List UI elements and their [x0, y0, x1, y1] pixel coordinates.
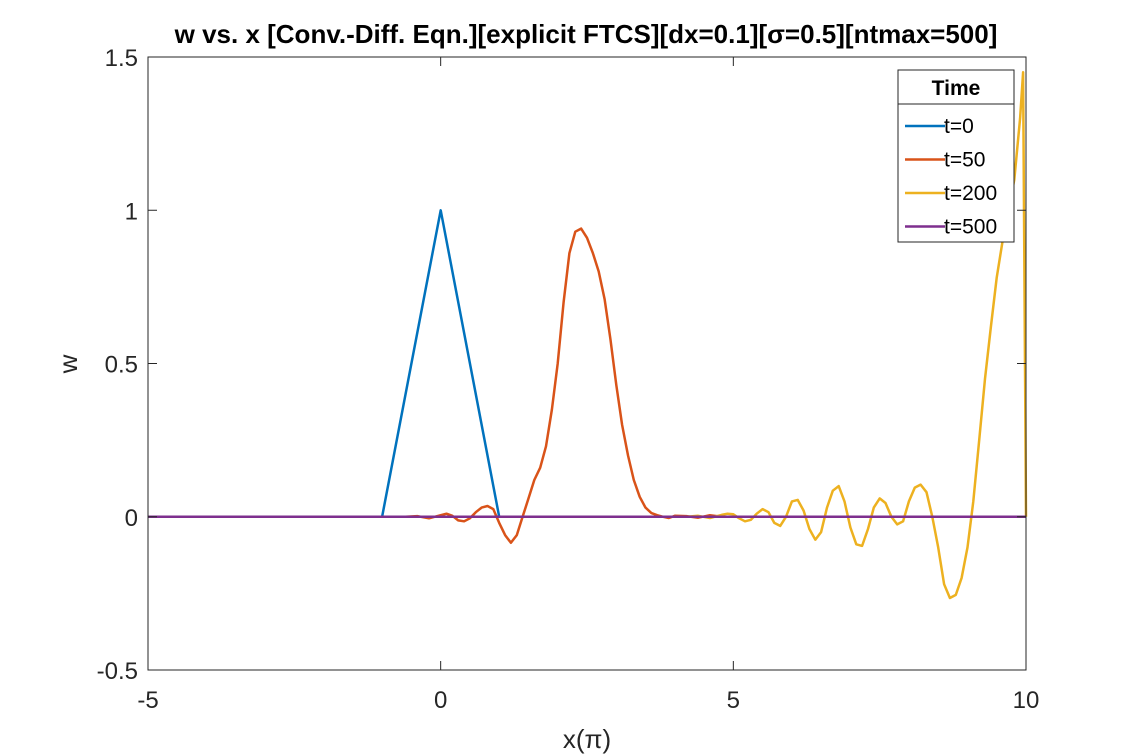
x-tick-label: 5: [727, 687, 740, 714]
y-tick-label: -0.5: [97, 658, 138, 685]
legend-label: t=0: [944, 115, 974, 138]
x-tick-label: 0: [434, 687, 447, 714]
legend-items: t=0 t=50 t=200 t=500: [905, 115, 997, 239]
x-tick-label: 10: [1013, 687, 1040, 714]
y-tick-label: 1.5: [105, 45, 138, 72]
chart-title: w vs. x [Conv.-Diff. Eqn.][explicit FTCS…: [174, 19, 998, 49]
legend-title: Time: [932, 77, 981, 100]
x-tick-label: -5: [137, 687, 158, 714]
x-axis: -5 0 5 10: [137, 57, 1039, 714]
y-tick-label: 0.5: [105, 352, 138, 379]
x-axis-title: x(π): [563, 724, 611, 754]
legend-box: [897, 69, 1015, 243]
y-tick-label: 0: [125, 505, 138, 532]
y-axis-title: w: [53, 354, 83, 374]
series-layer: [148, 71, 1028, 600]
legend-label: t=500: [944, 216, 997, 239]
legend: Time t=0 t=50 t=200 t=500: [897, 69, 1015, 243]
plot-area: [148, 57, 1026, 670]
legend-label: t=200: [944, 182, 997, 205]
legend-label: t=50: [944, 149, 985, 172]
y-axis: -0.5 0 0.5 1 1.5: [97, 45, 1026, 685]
y-tick-label: 1: [125, 198, 138, 225]
